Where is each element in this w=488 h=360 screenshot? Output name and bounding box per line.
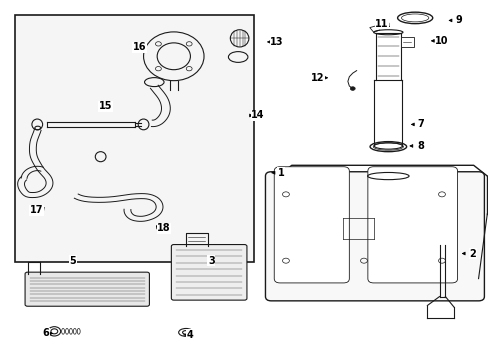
Text: 17: 17: [29, 206, 43, 216]
Text: 18: 18: [157, 224, 170, 233]
FancyBboxPatch shape: [274, 167, 348, 283]
FancyBboxPatch shape: [265, 172, 484, 301]
Text: 5: 5: [69, 256, 76, 266]
Text: 12: 12: [310, 73, 324, 83]
Bar: [15, 15, 254, 262]
Text: 7: 7: [417, 120, 424, 129]
Text: 13: 13: [270, 37, 284, 47]
Circle shape: [349, 87, 354, 90]
FancyBboxPatch shape: [367, 167, 457, 283]
Bar: [400, 37, 413, 47]
Text: 14: 14: [251, 111, 264, 121]
Text: 2: 2: [468, 248, 475, 258]
Text: 16: 16: [133, 42, 146, 52]
Text: 1: 1: [277, 168, 284, 178]
Text: 3: 3: [207, 256, 214, 266]
Text: 10: 10: [434, 36, 448, 46]
FancyBboxPatch shape: [171, 244, 246, 300]
Text: 4: 4: [186, 330, 193, 340]
Text: 15: 15: [99, 102, 112, 112]
Text: 9: 9: [455, 15, 462, 26]
FancyBboxPatch shape: [25, 272, 149, 306]
Text: 6: 6: [42, 328, 49, 338]
Text: 11: 11: [374, 19, 388, 29]
Text: 8: 8: [417, 141, 424, 151]
